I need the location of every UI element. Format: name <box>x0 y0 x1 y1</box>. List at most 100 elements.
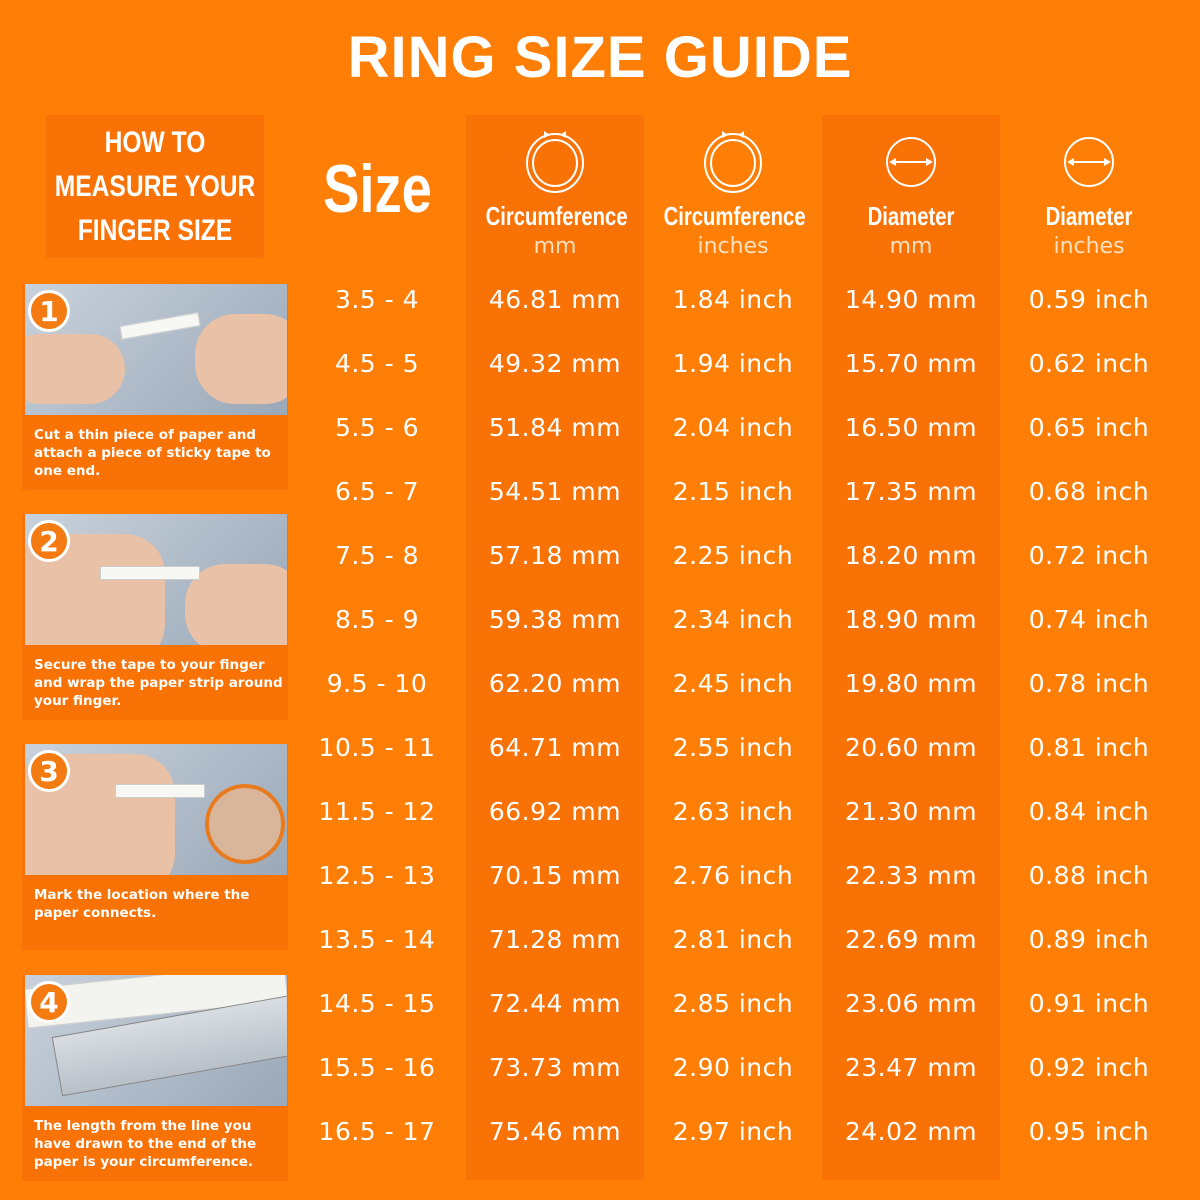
size-cell: 8.5 - 9 <box>334 605 420 634</box>
measurement-cell: 2.63 inch <box>672 797 794 826</box>
measurement-cell: 2.25 inch <box>672 541 794 570</box>
measurement-cell: 18.90 mm <box>844 605 978 634</box>
measurement-cell: 2.85 inch <box>672 989 794 1018</box>
measurement-cell: 49.32 mm <box>488 349 622 378</box>
measurement-cell: 51.84 mm <box>488 413 622 442</box>
measurement-cell: 2.15 inch <box>672 477 794 506</box>
measurement-cell: 15.70 mm <box>844 349 978 378</box>
measurement-cell: 21.30 mm <box>844 797 978 826</box>
step-caption: The length from the line you have drawn … <box>34 1118 257 1170</box>
column-unit: mm <box>533 234 577 259</box>
step-number: 1 <box>28 290 70 332</box>
step-card: 2 Secure the tape to your finger and wrap… <box>22 514 288 720</box>
measurement-cell: 64.71 mm <box>488 733 622 762</box>
measurement-cell: 20.60 mm <box>844 733 978 762</box>
measurement-cell: 2.04 inch <box>672 413 794 442</box>
column-title: Diameter <box>1045 201 1133 231</box>
column-header: Diameter mm <box>822 125 1000 259</box>
size-cell: 10.5 - 11 <box>318 733 436 762</box>
measurement-cell: 23.06 mm <box>844 989 978 1018</box>
measurement-cell: 0.68 inch <box>1028 477 1150 506</box>
measurement-cell: 22.69 mm <box>844 925 978 954</box>
measurement-cell: 16.50 mm <box>844 413 978 442</box>
column-background <box>466 115 644 1180</box>
column-unit: mm <box>889 234 933 259</box>
step-card: 1 Cut a thin piece of paper and attach a … <box>22 284 288 490</box>
size-cell: 6.5 - 7 <box>334 477 420 506</box>
measurement-cell: 0.95 inch <box>1028 1117 1150 1146</box>
size-cell: 16.5 - 17 <box>318 1117 436 1146</box>
ring-diameter-icon <box>1064 137 1114 187</box>
size-cell: 15.5 - 16 <box>318 1053 436 1082</box>
measurement-cell: 18.20 mm <box>844 541 978 570</box>
step-caption: Mark the location where the paper connec… <box>34 887 250 921</box>
step-photo <box>25 744 287 875</box>
measurement-cell: 57.18 mm <box>488 541 622 570</box>
measurement-cell: 72.44 mm <box>488 989 622 1018</box>
measurement-cell: 2.81 inch <box>672 925 794 954</box>
measurement-cell: 2.34 inch <box>672 605 794 634</box>
measurement-cell: 19.80 mm <box>844 669 978 698</box>
measurement-cell: 71.28 mm <box>488 925 622 954</box>
step-card: 4 The length from the line you have drawn… <box>22 975 288 1181</box>
measurement-cell: 0.65 inch <box>1028 413 1150 442</box>
size-header: Size <box>323 151 432 227</box>
column-title: Circumference <box>485 201 628 231</box>
measurement-cell: 0.78 inch <box>1028 669 1150 698</box>
step-number: 4 <box>28 981 70 1023</box>
measurement-cell: 0.62 inch <box>1028 349 1150 378</box>
measurement-cell: 2.76 inch <box>672 861 794 890</box>
how-to-measure-heading: HOW TO MEASURE YOUR FINGER SIZE <box>45 115 265 258</box>
measurement-cell: 24.02 mm <box>844 1117 978 1146</box>
page-title: RING SIZE GUIDE <box>347 25 853 90</box>
measurement-cell: 0.72 inch <box>1028 541 1150 570</box>
size-cell: 4.5 - 5 <box>334 349 420 378</box>
measurement-cell: 23.47 mm <box>844 1053 978 1082</box>
measurement-cell: 0.59 inch <box>1028 285 1150 314</box>
column-unit: inches <box>1053 234 1125 259</box>
measurement-cell: 0.91 inch <box>1028 989 1150 1018</box>
measurement-cell: 14.90 mm <box>844 285 978 314</box>
measurement-cell: 1.94 inch <box>672 349 794 378</box>
size-cell: 5.5 - 6 <box>334 413 420 442</box>
measurement-cell: 59.38 mm <box>488 605 622 634</box>
measurement-cell: 2.45 inch <box>672 669 794 698</box>
measurement-cell: 2.97 inch <box>672 1117 794 1146</box>
measurement-cell: 0.74 inch <box>1028 605 1150 634</box>
measurement-cell: 75.46 mm <box>488 1117 622 1146</box>
step-number: 3 <box>28 750 70 792</box>
measurement-cell: 1.84 inch <box>672 285 794 314</box>
measurement-cell: 2.55 inch <box>672 733 794 762</box>
size-cell: 9.5 - 10 <box>326 669 428 698</box>
step-number: 2 <box>28 520 70 562</box>
measurement-cell: 46.81 mm <box>488 285 622 314</box>
step-photo <box>25 284 287 415</box>
column-header: Circumference mm <box>466 125 644 259</box>
measurement-cell: 0.89 inch <box>1028 925 1150 954</box>
measurement-cell: 54.51 mm <box>488 477 622 506</box>
measurement-cell: 0.92 inch <box>1028 1053 1150 1082</box>
size-cell: 11.5 - 12 <box>318 797 436 826</box>
measurement-cell: 70.15 mm <box>488 861 622 890</box>
size-cell: 3.5 - 4 <box>334 285 420 314</box>
step-card: 3 Mark the location where the paper conne… <box>22 744 288 950</box>
size-cell: 7.5 - 8 <box>334 541 420 570</box>
measurement-cell: 0.81 inch <box>1028 733 1150 762</box>
measurement-cell: 17.35 mm <box>844 477 978 506</box>
measurement-cell: 73.73 mm <box>488 1053 622 1082</box>
ring-diameter-icon <box>886 137 936 187</box>
size-cell: 12.5 - 13 <box>318 861 436 890</box>
column-header: Circumference inches <box>644 125 822 259</box>
size-cell: 13.5 - 14 <box>318 925 436 954</box>
column-header: Diameter inches <box>1000 125 1178 259</box>
column-unit: inches <box>697 234 769 259</box>
step-caption: Cut a thin piece of paper and attach a p… <box>34 427 271 479</box>
ring-circumference-icon <box>526 131 584 193</box>
measurement-cell: 22.33 mm <box>844 861 978 890</box>
ring-circumference-icon <box>704 131 762 193</box>
column-title: Diameter <box>867 201 955 231</box>
column-title: Circumference <box>663 201 806 231</box>
step-caption: Secure the tape to your finger and wrap … <box>34 657 283 709</box>
measurement-cell: 0.84 inch <box>1028 797 1150 826</box>
measurement-cell: 66.92 mm <box>488 797 622 826</box>
